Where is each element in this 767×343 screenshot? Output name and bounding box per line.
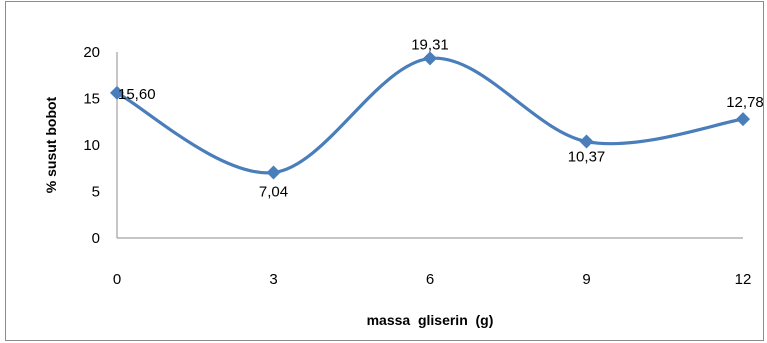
- data-point-marker: [266, 165, 281, 180]
- series-markers: [110, 51, 750, 180]
- x-tick-label: 3: [269, 271, 277, 288]
- y-tick-label: 10: [83, 137, 100, 154]
- chart-frame: [5, 1, 764, 341]
- y-tick-label: 5: [92, 184, 100, 201]
- data-labels: 15,60 7,04 19,31 10,37 12,78: [118, 36, 764, 200]
- data-point-marker: [736, 112, 750, 127]
- series-line: [116, 56, 744, 175]
- y-tick-label: 20: [83, 44, 100, 61]
- data-point-marker: [579, 134, 594, 149]
- data-point-marker: [423, 51, 437, 66]
- y-tick-label: 15: [83, 91, 100, 108]
- data-point-marker: [110, 85, 124, 100]
- x-axis-title: massa gliserin (g): [367, 312, 494, 328]
- axes: [116, 52, 743, 239]
- x-tick-label: 6: [426, 271, 434, 288]
- data-label: 10,37: [568, 149, 606, 166]
- y-axis-title: % susut bobot: [43, 96, 59, 193]
- data-label: 19,31: [411, 36, 449, 53]
- x-tick-label: 9: [582, 271, 590, 288]
- y-tick-labels: 0 5 10 15 20: [83, 44, 100, 247]
- data-label: 12,78: [726, 94, 764, 111]
- x-tick-labels: 0 3 6 9 12: [113, 271, 752, 288]
- y-tick-label: 0: [92, 230, 100, 247]
- x-tick-label: 0: [113, 271, 121, 288]
- x-tick-label: 12: [735, 271, 752, 288]
- data-label: 7,04: [259, 184, 288, 201]
- data-label: 15,60: [118, 86, 156, 103]
